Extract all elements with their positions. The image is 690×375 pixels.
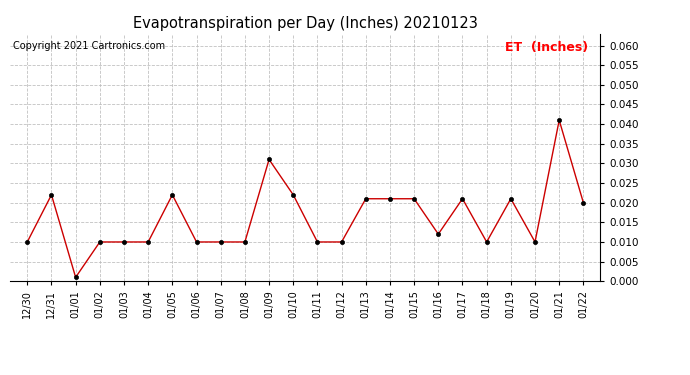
Text: ET  (Inches): ET (Inches) [505, 41, 589, 54]
Text: Copyright 2021 Cartronics.com: Copyright 2021 Cartronics.com [13, 41, 166, 51]
Title: Evapotranspiration per Day (Inches) 20210123: Evapotranspiration per Day (Inches) 2021… [133, 16, 477, 31]
